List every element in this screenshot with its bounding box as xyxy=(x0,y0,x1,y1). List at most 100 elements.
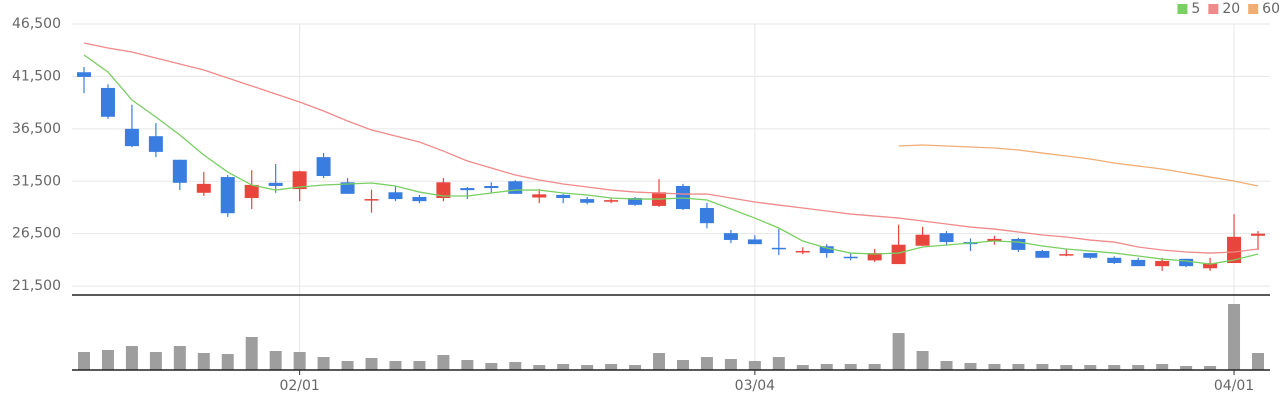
y-tick-label: 41,500 xyxy=(12,68,61,84)
x-tick-label: 02/01 xyxy=(279,378,319,394)
y-tick-label: 26,500 xyxy=(12,226,61,242)
volume-bar xyxy=(245,337,258,370)
candle-body xyxy=(484,185,499,189)
candle-body xyxy=(196,183,211,193)
volume-bar xyxy=(676,360,689,370)
candle-body xyxy=(1107,257,1122,264)
candle-body xyxy=(412,196,427,202)
volume-bar xyxy=(868,364,881,370)
candle-body xyxy=(1035,250,1050,258)
legend-label: 60 xyxy=(1262,1,1280,17)
candle-body xyxy=(580,199,595,203)
x-tick-label: 04/01 xyxy=(1214,378,1254,394)
candle-body xyxy=(1251,233,1265,236)
volume-bar xyxy=(820,364,833,370)
volume-bar xyxy=(1204,366,1217,370)
volume-bar xyxy=(101,350,114,370)
legend-swatch xyxy=(1177,4,1188,14)
volume-bar xyxy=(892,333,905,370)
candle-body xyxy=(1155,260,1170,267)
candle-body xyxy=(268,182,283,186)
volume-bar xyxy=(796,365,809,370)
volume-bar xyxy=(964,363,977,370)
volume-bar xyxy=(197,353,210,370)
candle-body xyxy=(699,207,714,224)
volume-bar xyxy=(365,358,378,370)
legend-label: 20 xyxy=(1222,1,1240,17)
volume-bar xyxy=(509,362,522,370)
volume-bar xyxy=(533,365,546,370)
volume-bar xyxy=(940,361,953,370)
volume-bar xyxy=(605,364,618,370)
volume-bar xyxy=(844,364,857,370)
y-tick-label: 46,500 xyxy=(12,16,61,32)
volume-bar xyxy=(988,364,1001,370)
candle-body xyxy=(1203,263,1218,269)
candle-body xyxy=(1083,253,1098,258)
candle-body xyxy=(915,234,930,246)
volume-bar xyxy=(748,361,761,370)
candle-body xyxy=(556,194,571,199)
volume-bar xyxy=(125,346,138,370)
candle-body xyxy=(939,233,954,243)
volume-bar xyxy=(724,359,737,370)
candle-body xyxy=(316,157,331,177)
volume-bar xyxy=(1180,366,1193,370)
volume-bar xyxy=(1132,365,1145,370)
candle-body xyxy=(1131,259,1146,267)
volume-bar xyxy=(149,352,162,370)
candle-body xyxy=(220,177,235,214)
candle-body xyxy=(843,256,858,259)
volume-bar xyxy=(437,355,450,370)
volume-bar xyxy=(916,351,929,370)
candle-body xyxy=(628,198,643,205)
volume-bar xyxy=(1012,364,1025,370)
candle-body xyxy=(172,159,187,183)
volume-bar xyxy=(461,360,474,370)
candle-body xyxy=(148,136,163,152)
volume-bar xyxy=(1084,365,1097,370)
volume-bar xyxy=(389,361,402,370)
volume-bar xyxy=(581,365,594,370)
volume-bar xyxy=(485,363,498,370)
legend-label: 5 xyxy=(1191,1,1200,17)
volume-bar xyxy=(1252,353,1264,370)
volume-bar xyxy=(293,352,306,370)
candle-body xyxy=(460,188,475,191)
candle-body xyxy=(771,247,786,250)
volume-bar xyxy=(1036,364,1049,370)
volume-bar xyxy=(1060,365,1073,370)
volume-bar xyxy=(653,353,666,370)
legend-swatch xyxy=(1208,4,1219,14)
candle-body xyxy=(795,250,810,253)
candle-body xyxy=(987,238,1002,242)
x-tick-label: 03/04 xyxy=(735,378,775,394)
volume-bar xyxy=(1108,365,1121,370)
moving-average-line xyxy=(83,42,1259,254)
volume-bar xyxy=(1228,304,1241,370)
candle-body xyxy=(100,87,115,117)
candle-body xyxy=(124,128,139,147)
candle-body xyxy=(364,199,379,201)
volume-bar xyxy=(700,357,713,370)
candle-body xyxy=(604,200,619,202)
volume-bar xyxy=(557,364,570,370)
volume-bar xyxy=(1156,364,1169,370)
candle-body xyxy=(1179,258,1194,267)
candle-body xyxy=(388,192,403,200)
volume-bar xyxy=(341,361,354,370)
moving-average-line xyxy=(83,54,1259,265)
legend-swatch xyxy=(1248,4,1259,14)
candle-body xyxy=(723,233,738,240)
candle-body xyxy=(747,239,762,245)
volume-bar xyxy=(629,365,642,370)
volume-bar xyxy=(317,357,330,370)
volume-bar xyxy=(173,346,186,370)
volume-bar xyxy=(269,351,282,370)
candle-body xyxy=(1011,238,1026,250)
candle-body xyxy=(891,244,906,265)
moving-average-line xyxy=(898,144,1259,187)
candle-body xyxy=(867,253,882,261)
